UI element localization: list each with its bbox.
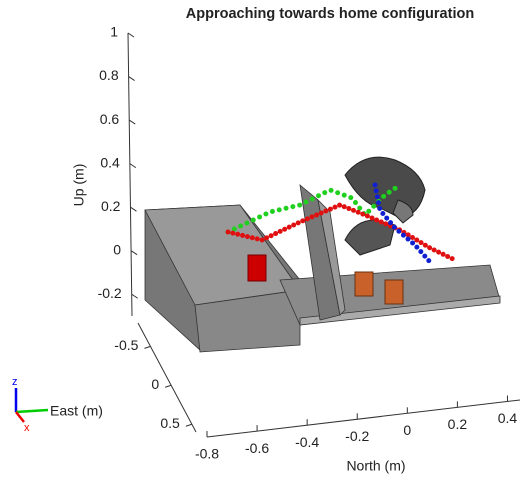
y-tick [144, 346, 150, 348]
orange-block [355, 272, 373, 296]
x-tick-label: -0.2 [345, 428, 369, 444]
chart: Approaching towards home configuration z… [0, 0, 525, 477]
z-tick-label: 0.6 [100, 111, 120, 127]
x-tick-label: 0.2 [448, 416, 468, 432]
orange-block [385, 280, 403, 304]
red-block [248, 255, 266, 281]
x-tick-label: 0 [403, 422, 411, 438]
triad-x [16, 412, 24, 422]
z-tick-label: 1 [110, 24, 118, 40]
x-tick-label: -0.6 [245, 440, 269, 456]
z-tick-label: 0.4 [100, 154, 120, 170]
z-axis-label: Up (m) [71, 164, 87, 207]
x-tick-label: -0.8 [195, 446, 219, 462]
z-axis-line [128, 33, 132, 316]
z-tick [130, 207, 136, 211]
z-tick [129, 120, 135, 124]
z-tick [129, 77, 135, 81]
z-tick [131, 251, 137, 255]
z-tick [128, 33, 134, 37]
triad: z x [12, 376, 48, 434]
scene [145, 157, 500, 352]
y-tick-label: -0.5 [114, 337, 138, 353]
y-axis-label: East (m) [50, 403, 103, 419]
z-tick-label: 0 [113, 241, 121, 257]
z-tick [132, 294, 138, 298]
y-tick [186, 424, 192, 426]
chart-title: Approaching towards home configuration [186, 6, 474, 22]
y-tick-label: 0.5 [160, 415, 180, 431]
z-tick-label: 0.8 [99, 67, 119, 83]
x-tick-label: -0.4 [295, 434, 319, 450]
triad-y [16, 410, 48, 412]
x-axis-label: North (m) [346, 458, 405, 474]
z-tick-label: -0.2 [98, 285, 122, 301]
z-tick [130, 164, 136, 168]
y-tick [165, 385, 171, 387]
y-tick-label: 0 [151, 376, 159, 392]
z-tick-label: 0.2 [101, 198, 121, 214]
triad-x-label: x [24, 422, 30, 434]
robot-arm [345, 157, 425, 218]
triad-z-label: z [12, 376, 18, 388]
x-tick-label: 0.4 [498, 410, 518, 426]
